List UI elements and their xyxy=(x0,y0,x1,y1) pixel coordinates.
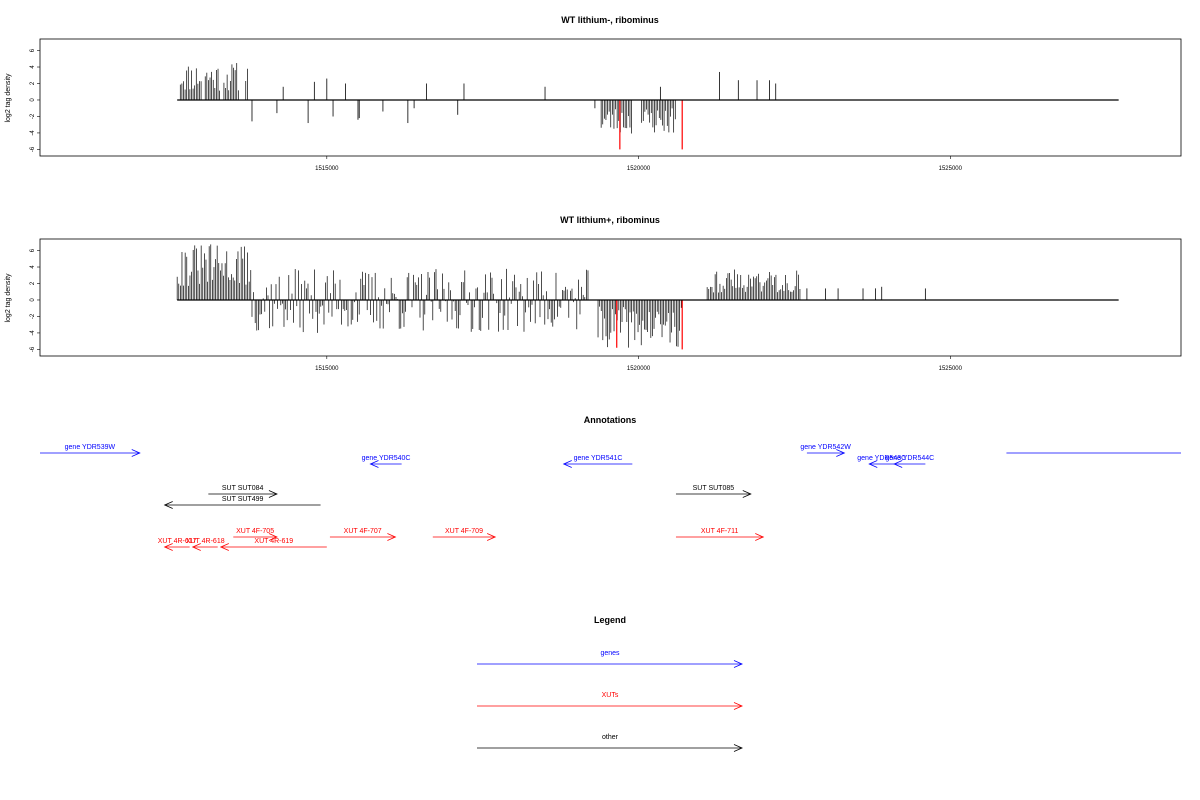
y-tick-label: 2 xyxy=(30,281,36,285)
legend-arrowhead xyxy=(733,744,743,752)
feature-arrowhead xyxy=(369,460,379,468)
legend-item: XUTs xyxy=(477,692,743,710)
feature-label: XUT 4F-709 xyxy=(445,528,483,535)
annotation-feature: gene YDR539W xyxy=(40,444,141,457)
x-tick-label: 1525000 xyxy=(939,366,963,372)
annotation-feature: SUT SUT499 xyxy=(163,496,321,509)
annotation-feature: XUT 4F-711 xyxy=(675,528,765,541)
plot-frame xyxy=(39,238,1182,357)
feature-label: XUT 4R-618 xyxy=(186,538,225,545)
y-axis: -6 -4 -2 0 2 4 6 xyxy=(30,48,40,152)
feature-arrowhead xyxy=(486,533,497,541)
feature-label: gene YDR541C xyxy=(574,455,623,462)
plot-panel-lithium-minus: WT lithium-, ribominus log2 tag density … xyxy=(5,15,1182,172)
legend-title: Legend xyxy=(594,615,626,625)
x-tick-label: 1520000 xyxy=(627,166,651,172)
x-tick-label: 1525000 xyxy=(939,166,963,172)
plot-panel-lithium-plus: WT lithium+, ribominus log2 tag density … xyxy=(5,215,1182,372)
feature-arrowhead xyxy=(268,490,278,498)
annotation-feature: gene YDR544C xyxy=(885,455,934,468)
legend-items: genes XUTs other xyxy=(477,650,743,752)
y-tick-label: -2 xyxy=(30,113,36,119)
feature-arrowhead xyxy=(191,543,201,551)
density-bars xyxy=(177,63,1119,150)
y-tick-label: -4 xyxy=(30,130,36,136)
feature-arrowhead xyxy=(562,460,572,468)
annotation-feature: XUT 4F-705 xyxy=(233,528,278,541)
y-axis-label: log2 tag density xyxy=(5,73,12,123)
annotation-feature: gene YDR543C xyxy=(857,455,906,468)
annotation-feature: XUT 4R-618 xyxy=(186,538,225,551)
legend-label: XUTs xyxy=(602,692,619,699)
annotation-feature: SUT SUT084 xyxy=(208,485,278,498)
annotation-feature: SUT SUT085 xyxy=(675,485,752,498)
feature-label: gene YDR544C xyxy=(885,455,934,462)
legend-item: genes xyxy=(477,650,743,668)
annotation-feature: XUT 4R-617 xyxy=(158,538,197,551)
feature-label: XUT 4F-711 xyxy=(701,528,739,535)
y-tick-label: 4 xyxy=(30,65,36,69)
feature-arrowhead xyxy=(868,460,878,468)
feature-label: SUT SUT085 xyxy=(693,485,735,492)
feature-arrowhead xyxy=(387,533,397,541)
x-axis: 1515000 1520000 1525000 xyxy=(315,356,963,372)
feature-label: XUT 4R-619 xyxy=(254,538,293,545)
panel-title: WT lithium-, ribominus xyxy=(561,15,659,25)
feature-arrowhead xyxy=(836,449,846,457)
feature-arrowhead xyxy=(755,533,765,541)
feature-label: SUT SUT499 xyxy=(222,496,264,503)
y-tick-label: 6 xyxy=(30,248,36,252)
x-tick-label: 1520000 xyxy=(627,366,651,372)
feature-label: SUT SUT084 xyxy=(222,485,264,492)
x-tick-label: 1515000 xyxy=(315,166,339,172)
y-tick-label: -2 xyxy=(30,313,36,319)
annotation-feature: gene YDR542W xyxy=(800,444,851,457)
y-tick-label: 2 xyxy=(30,81,36,85)
legend-arrowhead xyxy=(733,702,743,710)
x-tick-label: 1515000 xyxy=(315,366,339,372)
legend-arrowhead xyxy=(733,660,743,668)
annotation-features: gene YDR539W gene YDR540C gene YDR541C gene… xyxy=(40,444,1181,551)
feature-arrowhead xyxy=(268,533,278,541)
feature-label: gene YDR540C xyxy=(362,455,411,462)
feature-label: gene YDR542W xyxy=(800,444,851,451)
feature-label: XUT 4F-705 xyxy=(236,528,274,535)
y-tick-label: 0 xyxy=(30,98,36,102)
legend-item: other xyxy=(477,734,743,752)
annotation-feature: gene YDR541C xyxy=(562,455,633,468)
feature-label: XUT 4F-707 xyxy=(344,528,382,535)
feature-label: gene YDR539W xyxy=(65,444,116,451)
y-tick-label: 0 xyxy=(30,298,36,302)
legend-label: other xyxy=(602,734,619,741)
feature-arrowhead xyxy=(131,449,141,457)
y-axis: -6 -4 -2 0 2 4 6 xyxy=(30,248,40,352)
annotation-feature: XUT 4R-619 xyxy=(219,538,327,551)
feature-label: gene YDR543C xyxy=(857,455,906,462)
legend-label: genes xyxy=(600,650,620,657)
annotations-title: Annotations xyxy=(584,415,637,425)
annotation-feature: XUT 4F-707 xyxy=(329,528,397,541)
y-tick-label: -4 xyxy=(30,330,36,336)
x-axis: 1515000 1520000 1525000 xyxy=(315,156,963,172)
feature-arrowhead xyxy=(163,543,173,551)
y-tick-label: -6 xyxy=(30,346,36,352)
feature-arrowhead xyxy=(163,501,173,509)
legend: Legend genes XUTs other xyxy=(477,615,743,752)
y-tick-label: -6 xyxy=(30,146,36,152)
y-axis-label: log2 tag density xyxy=(5,273,12,323)
feature-arrowhead xyxy=(742,490,752,498)
panel-title: WT lithium+, ribominus xyxy=(560,215,660,225)
density-bars xyxy=(176,244,1119,350)
feature-arrowhead xyxy=(893,460,903,468)
annotation-feature: XUT 4F-709 xyxy=(432,528,497,541)
y-tick-label: 6 xyxy=(30,48,36,52)
y-tick-label: 4 xyxy=(30,265,36,269)
feature-arrowhead xyxy=(219,543,229,551)
feature-label: XUT 4R-617 xyxy=(158,538,197,545)
plot-frame xyxy=(39,38,1182,157)
annotation-feature: gene YDR540C xyxy=(362,455,411,468)
